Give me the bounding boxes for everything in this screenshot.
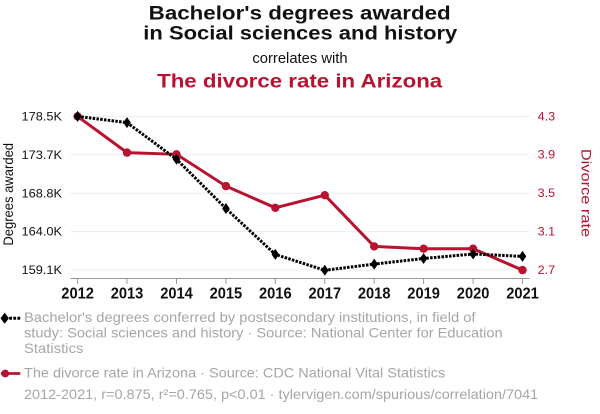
svg-text:2019: 2019 (407, 286, 440, 303)
svg-text:2017: 2017 (309, 286, 342, 303)
svg-text:3.5: 3.5 (538, 186, 556, 200)
svg-text:The divorce rate in Arizona: The divorce rate in Arizona (157, 71, 442, 93)
svg-text:3.1: 3.1 (538, 225, 556, 239)
svg-text:2.7: 2.7 (538, 263, 556, 277)
svg-text:173.7K: 173.7K (22, 148, 63, 162)
svg-text:Bachelor's degrees awarded: Bachelor's degrees awarded (149, 2, 451, 24)
svg-text:The divorce rate in Arizona ·: The divorce rate in Arizona · Source: CD… (24, 365, 445, 380)
svg-text:Statistics: Statistics (24, 341, 83, 356)
svg-text:2015: 2015 (210, 286, 243, 303)
svg-text:2013: 2013 (111, 286, 144, 303)
svg-text:study: Social sciences and his: study: Social sciences and history · Sou… (24, 326, 503, 341)
svg-text:2014: 2014 (160, 286, 193, 303)
svg-text:2012: 2012 (61, 286, 94, 303)
svg-text:Bachelor's degrees conferred b: Bachelor's degrees conferred by postseco… (24, 310, 476, 325)
svg-text:Degrees awarded: Degrees awarded (1, 143, 16, 246)
svg-text:159.1K: 159.1K (22, 263, 63, 277)
svg-text:in Social sciences and history: in Social sciences and history (143, 22, 457, 44)
svg-text:2012-2021, r=0.875, r²=0.765,: 2012-2021, r=0.875, r²=0.765, p<0.01 · t… (24, 387, 538, 402)
svg-text:correlates with: correlates with (252, 51, 347, 67)
svg-text:Divorce rate: Divorce rate (579, 149, 594, 237)
svg-text:3.9: 3.9 (538, 148, 556, 162)
svg-text:164.0K: 164.0K (22, 225, 63, 239)
svg-text:168.8K: 168.8K (22, 186, 63, 200)
svg-text:178.5K: 178.5K (22, 110, 63, 124)
svg-text:2016: 2016 (259, 286, 292, 303)
svg-text:2021: 2021 (506, 286, 539, 303)
svg-text:2020: 2020 (457, 286, 490, 303)
svg-text:2018: 2018 (358, 286, 391, 303)
svg-text:4.3: 4.3 (538, 109, 556, 123)
